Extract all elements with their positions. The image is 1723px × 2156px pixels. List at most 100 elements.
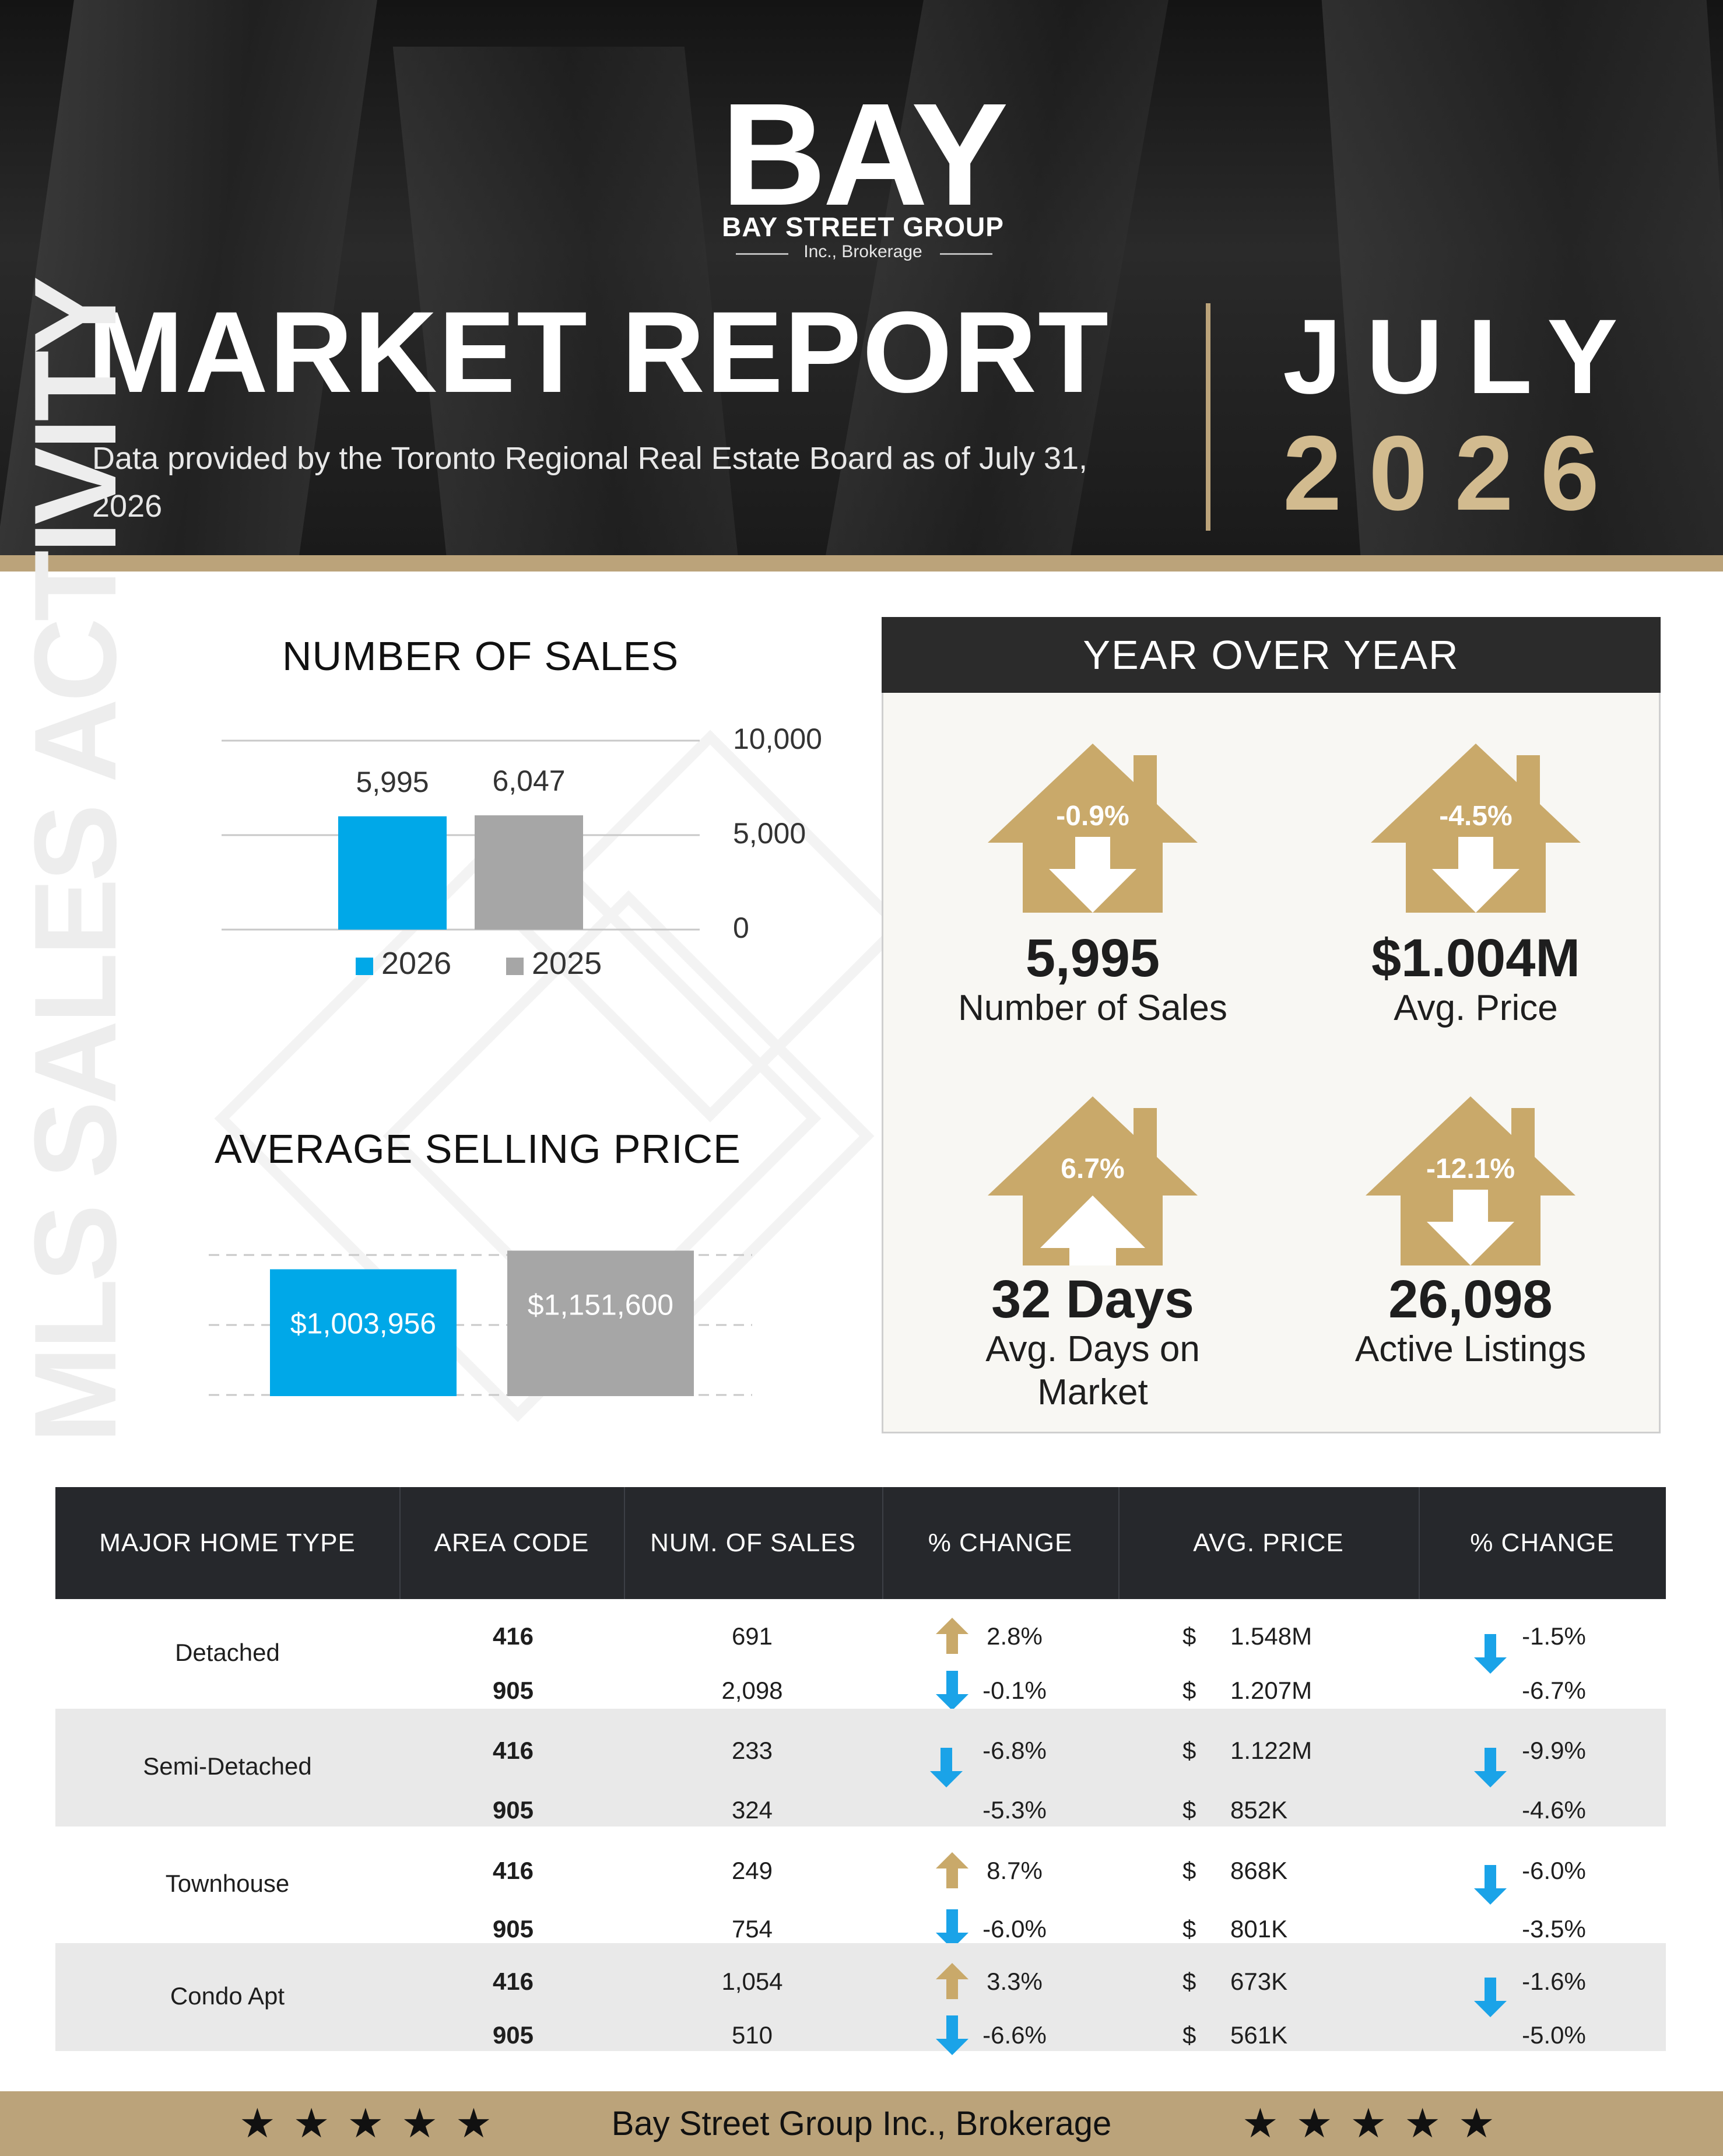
currency-symbol: $ [1182, 1915, 1196, 1943]
bar-2026 [338, 816, 447, 930]
y-tick-label: 0 [733, 912, 749, 944]
column-header: % CHANGE [928, 1529, 1073, 1557]
header-divider [1206, 303, 1210, 531]
arrow-shape [936, 1671, 968, 1710]
house-down-icon: -4.5% [1371, 744, 1581, 913]
column-separator [399, 1487, 401, 1599]
column-separator [624, 1487, 625, 1599]
column-header: AVG. PRICE [1193, 1529, 1344, 1557]
arrow-shape [1474, 1865, 1507, 1905]
legend-swatch [356, 958, 373, 975]
num-of-sales: 324 [731, 1796, 773, 1824]
sales-bar-chart: 0 5,000 10,000 5,995 6,047 2026 2025 [222, 723, 822, 981]
logo: BAY [721, 73, 1009, 236]
yoy-percent: -12.1% [1426, 1154, 1515, 1184]
currency-symbol: $ [1182, 1796, 1196, 1824]
price-change: -3.5% [1522, 1915, 1586, 1943]
table-header [55, 1487, 1666, 1599]
arrow-shape [936, 1852, 968, 1888]
logo-company-suffix: Inc., Brokerage [803, 242, 922, 261]
down-arrow-icon [936, 1671, 968, 1710]
legend-label: 2025 [532, 946, 602, 981]
currency-symbol: $ [1182, 2021, 1196, 2049]
arrow-shape [1474, 1634, 1507, 1674]
house-down-icon: -12.1% [1366, 1096, 1575, 1265]
home-type-label: Condo Apt [170, 1982, 285, 2010]
num-of-sales: 691 [731, 1622, 773, 1650]
currency-symbol: $ [1182, 1677, 1196, 1704]
column-header: NUM. OF SALES [650, 1529, 856, 1557]
yoy-kpi-label: Avg. Days on Market [985, 1328, 1200, 1412]
data-label: $1,003,956 [290, 1307, 436, 1340]
down-arrow-icon [936, 1909, 968, 1949]
up-arrow-icon [1040, 1196, 1145, 1265]
column-header: AREA CODE [434, 1529, 589, 1557]
watermark-text: MLS SALES ACTIVITY [10, 279, 141, 1443]
header-banner [0, 0, 1723, 555]
house-up-icon: 6.7% [988, 1096, 1198, 1265]
yoy-panel [882, 617, 1661, 1433]
down-arrow-icon [1474, 1865, 1507, 1905]
down-arrow-icon [930, 1748, 963, 1787]
price-change: -5.0% [1522, 2021, 1586, 2049]
price-change: -1.5% [1522, 1622, 1586, 1650]
logo-divider [736, 253, 788, 255]
arrow-shape [1474, 1977, 1507, 2017]
star-rating-right: ★★★★★ [1242, 2101, 1513, 2146]
report-month: JULY [1283, 297, 1643, 416]
yoy-kpi-value: $1.004M [1371, 928, 1581, 988]
num-of-sales: 233 [731, 1737, 773, 1764]
table-row-band [55, 1709, 1666, 1827]
table-row-band [55, 1943, 1666, 2051]
house-shape [988, 1096, 1198, 1265]
page-title: MARKET REPORT [87, 288, 1110, 416]
y-tick-label: 5,000 [733, 817, 806, 850]
data-label: 6,047 [492, 765, 565, 797]
price-bar-chart: $1,003,956 $1,151,600 [209, 1250, 752, 1396]
report-year: 2026 [1283, 413, 1626, 532]
avg-price: 1.548M [1230, 1622, 1313, 1650]
data-label: 5,995 [356, 766, 429, 798]
house-shape [1371, 744, 1581, 913]
up-arrow-icon [936, 1963, 968, 1999]
price-change: -4.6% [1522, 1796, 1586, 1824]
sales-change: -6.8% [982, 1737, 1047, 1764]
column-header: MAJOR HOME TYPE [99, 1529, 356, 1557]
sales-change: -6.6% [982, 2021, 1047, 2049]
up-arrow-icon [936, 1852, 968, 1888]
data-label: $1,151,600 [528, 1288, 673, 1321]
down-arrow-icon [1474, 1977, 1507, 2017]
up-arrow-icon [936, 1618, 968, 1654]
down-arrow-icon [1474, 1634, 1507, 1674]
house-chimney [1511, 1108, 1535, 1161]
currency-symbol: $ [1182, 1737, 1196, 1764]
num-of-sales: 754 [731, 1915, 773, 1943]
home-type-label: Semi-Detached [143, 1752, 312, 1780]
sales-change: 2.8% [987, 1622, 1043, 1650]
currency-symbol: $ [1182, 1857, 1196, 1884]
num-of-sales: 510 [731, 2021, 773, 2049]
area-code: 416 [492, 1622, 534, 1650]
arrow-shape [1474, 1748, 1507, 1787]
down-arrow-icon [1432, 837, 1520, 913]
area-code: 905 [492, 1796, 534, 1824]
price-change: -9.9% [1522, 1737, 1586, 1764]
home-type-label: Townhouse [165, 1870, 290, 1897]
num-of-sales: 249 [731, 1857, 773, 1884]
yoy-title: YEAR OVER YEAR [882, 617, 1661, 693]
star-rating-left: ★★★★★ [239, 2101, 510, 2146]
avg-price: 868K [1230, 1857, 1288, 1884]
arrow-shape [936, 2015, 968, 2055]
bar-2025 [475, 815, 583, 930]
yoy-percent: -0.9% [1056, 801, 1129, 832]
sales-change: -5.3% [982, 1796, 1047, 1824]
house-chimney [1517, 755, 1540, 808]
yoy-kpi: 26,098 Active Listings [1307, 1271, 1634, 1371]
house-shape [1366, 1096, 1575, 1265]
area-code: 416 [492, 1737, 534, 1764]
yoy-kpi-value: 5,995 [1025, 928, 1160, 988]
yoy-kpi-label: Active Listings [1354, 1328, 1587, 1369]
bar-2025 [507, 1250, 694, 1396]
header-gold-rule [0, 555, 1723, 572]
arrow-shape [936, 1909, 968, 1949]
